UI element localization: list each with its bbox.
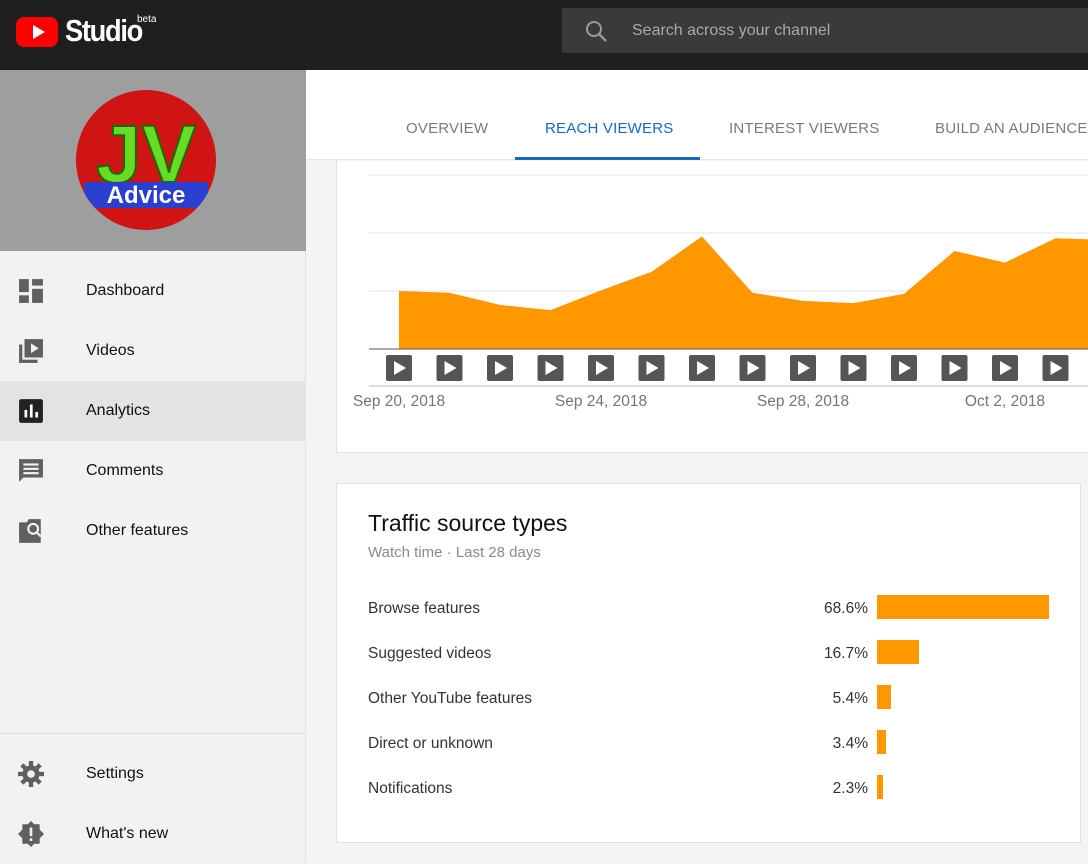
traffic-source-value: 5.4%: [832, 690, 868, 707]
main-content: Sep 20, 2018 Sep 24, 2018 Sep 28, 2018 Oct …: [306, 70, 1088, 862]
comments-icon: [19, 459, 43, 482]
traffic-source-label: Browse features: [368, 600, 480, 617]
sidebar-item-label: Comments: [86, 462, 164, 479]
traffic-source-label: Notifications: [368, 780, 453, 797]
traffic-source-value: 3.4%: [832, 735, 868, 752]
area-series: [399, 236, 1088, 349]
table-row[interactable]: Direct or unknown 3.4%: [337, 729, 1082, 759]
video-marker-play-icon[interactable]: [537, 355, 564, 381]
card-title: Traffic source types: [368, 510, 568, 536]
video-marker-play-icon[interactable]: [487, 355, 513, 381]
sidebar-item-label: Dashboard: [86, 282, 165, 299]
video-marker-play-icon[interactable]: [992, 355, 1018, 381]
other-features-icon: [19, 519, 42, 543]
video-marker-play-icon[interactable]: [588, 355, 614, 381]
sidebar-item-label: What's new: [86, 825, 169, 842]
top-bar: Studio beta: [0, 0, 1088, 70]
video-marker-play-icon[interactable]: [840, 355, 867, 381]
x-tick-label: Sep 24, 2018: [555, 393, 647, 410]
videos-icon: [19, 339, 43, 363]
video-marker-play-icon[interactable]: [739, 355, 766, 381]
video-marker-play-icon[interactable]: [891, 355, 917, 381]
avatar[interactable]: JV Advice: [76, 90, 216, 230]
channel-logo-image: JV Advice: [76, 90, 216, 230]
youtube-play-icon: [16, 17, 58, 47]
video-marker-play-icon[interactable]: [436, 355, 463, 381]
x-tick-label: Oct 2, 2018: [965, 393, 1045, 410]
search-input[interactable]: [632, 8, 1072, 53]
sidebar-item-label: Settings: [86, 765, 144, 782]
sidebar-divider: [0, 733, 305, 734]
traffic-source-value: 2.3%: [832, 780, 868, 797]
sidebar-item-other-features[interactable]: Other features: [0, 501, 305, 561]
video-marker-play-icon[interactable]: [386, 355, 412, 381]
performance-chart-card: Sep 20, 2018 Sep 24, 2018 Sep 28, 2018 Oct …: [336, 161, 1088, 453]
studio-logo[interactable]: Studio beta: [16, 13, 156, 48]
video-marker-play-icon[interactable]: [941, 355, 968, 381]
traffic-source-bar: [877, 640, 919, 664]
avatar-text-bottom: Advice: [107, 182, 186, 209]
traffic-source-label: Direct or unknown: [368, 735, 493, 752]
traffic-source-bar: [877, 775, 883, 799]
traffic-source-label: Other YouTube features: [368, 690, 533, 707]
x-tick-label: Sep 20, 2018: [353, 393, 445, 410]
sidebar-item-videos[interactable]: Videos: [0, 321, 305, 381]
analytics-icon: [19, 399, 43, 423]
area-chart: Sep 20, 2018 Sep 24, 2018 Sep 28, 2018 Oct …: [353, 174, 1088, 410]
brand-name: Studio: [65, 13, 143, 48]
whats-new-icon: [18, 821, 44, 847]
search-box[interactable]: [562, 8, 1088, 53]
tab-interest-viewers[interactable]: INTEREST VIEWERS: [729, 120, 880, 137]
table-row[interactable]: Notifications 2.3%: [337, 774, 1082, 804]
sidebar-item-analytics[interactable]: Analytics: [0, 381, 305, 441]
traffic-source-bar: [877, 730, 886, 754]
traffic-source-bar: [877, 685, 891, 709]
analytics-tabs: OVERVIEW REACH VIEWERS INTEREST VIEWERS …: [306, 70, 1088, 160]
gear-icon: [18, 761, 44, 787]
video-marker-play-icon[interactable]: [790, 355, 816, 381]
tab-reach-viewers[interactable]: REACH VIEWERS: [545, 120, 674, 137]
beta-badge: beta: [137, 14, 157, 25]
card-subtitle: Watch time · Last 28 days: [368, 544, 541, 561]
table-row[interactable]: Browse features 68.6%: [337, 594, 1082, 624]
x-tick-label: Sep 28, 2018: [757, 393, 849, 410]
sidebar-item-settings[interactable]: Settings: [0, 744, 305, 804]
traffic-source-label: Suggested videos: [368, 645, 492, 662]
sidebar-item-dashboard[interactable]: Dashboard: [0, 261, 305, 321]
active-tab-indicator: [515, 157, 700, 160]
channel-header: JV Advice: [0, 70, 306, 251]
traffic-source-value: 68.6%: [824, 600, 868, 617]
video-marker-play-icon[interactable]: [689, 355, 715, 381]
video-marker-play-icon[interactable]: [638, 355, 665, 381]
video-marker-play-icon[interactable]: [1042, 355, 1069, 381]
sidebar-item-label: Videos: [86, 342, 135, 359]
search-icon[interactable]: [584, 19, 608, 43]
traffic-source-bar: [877, 595, 1050, 619]
traffic-source-card: Traffic source types Watch time · Last 2…: [336, 483, 1081, 843]
sidebar: JV Advice Dashboard Videos Analytics: [0, 70, 306, 862]
sidebar-item-comments[interactable]: Comments: [0, 441, 305, 501]
sidebar-item-whats-new[interactable]: What's new: [0, 804, 305, 864]
sidebar-item-label: Other features: [86, 522, 189, 539]
tab-overview[interactable]: OVERVIEW: [406, 120, 489, 137]
table-row[interactable]: Suggested videos 16.7%: [337, 639, 1082, 669]
traffic-source-value: 16.7%: [824, 645, 868, 662]
dashboard-icon: [19, 279, 43, 303]
tab-build-an-audience[interactable]: BUILD AN AUDIENCE: [935, 120, 1088, 137]
table-row[interactable]: Other YouTube features 5.4%: [337, 684, 1082, 714]
sidebar-item-label: Analytics: [86, 402, 151, 419]
